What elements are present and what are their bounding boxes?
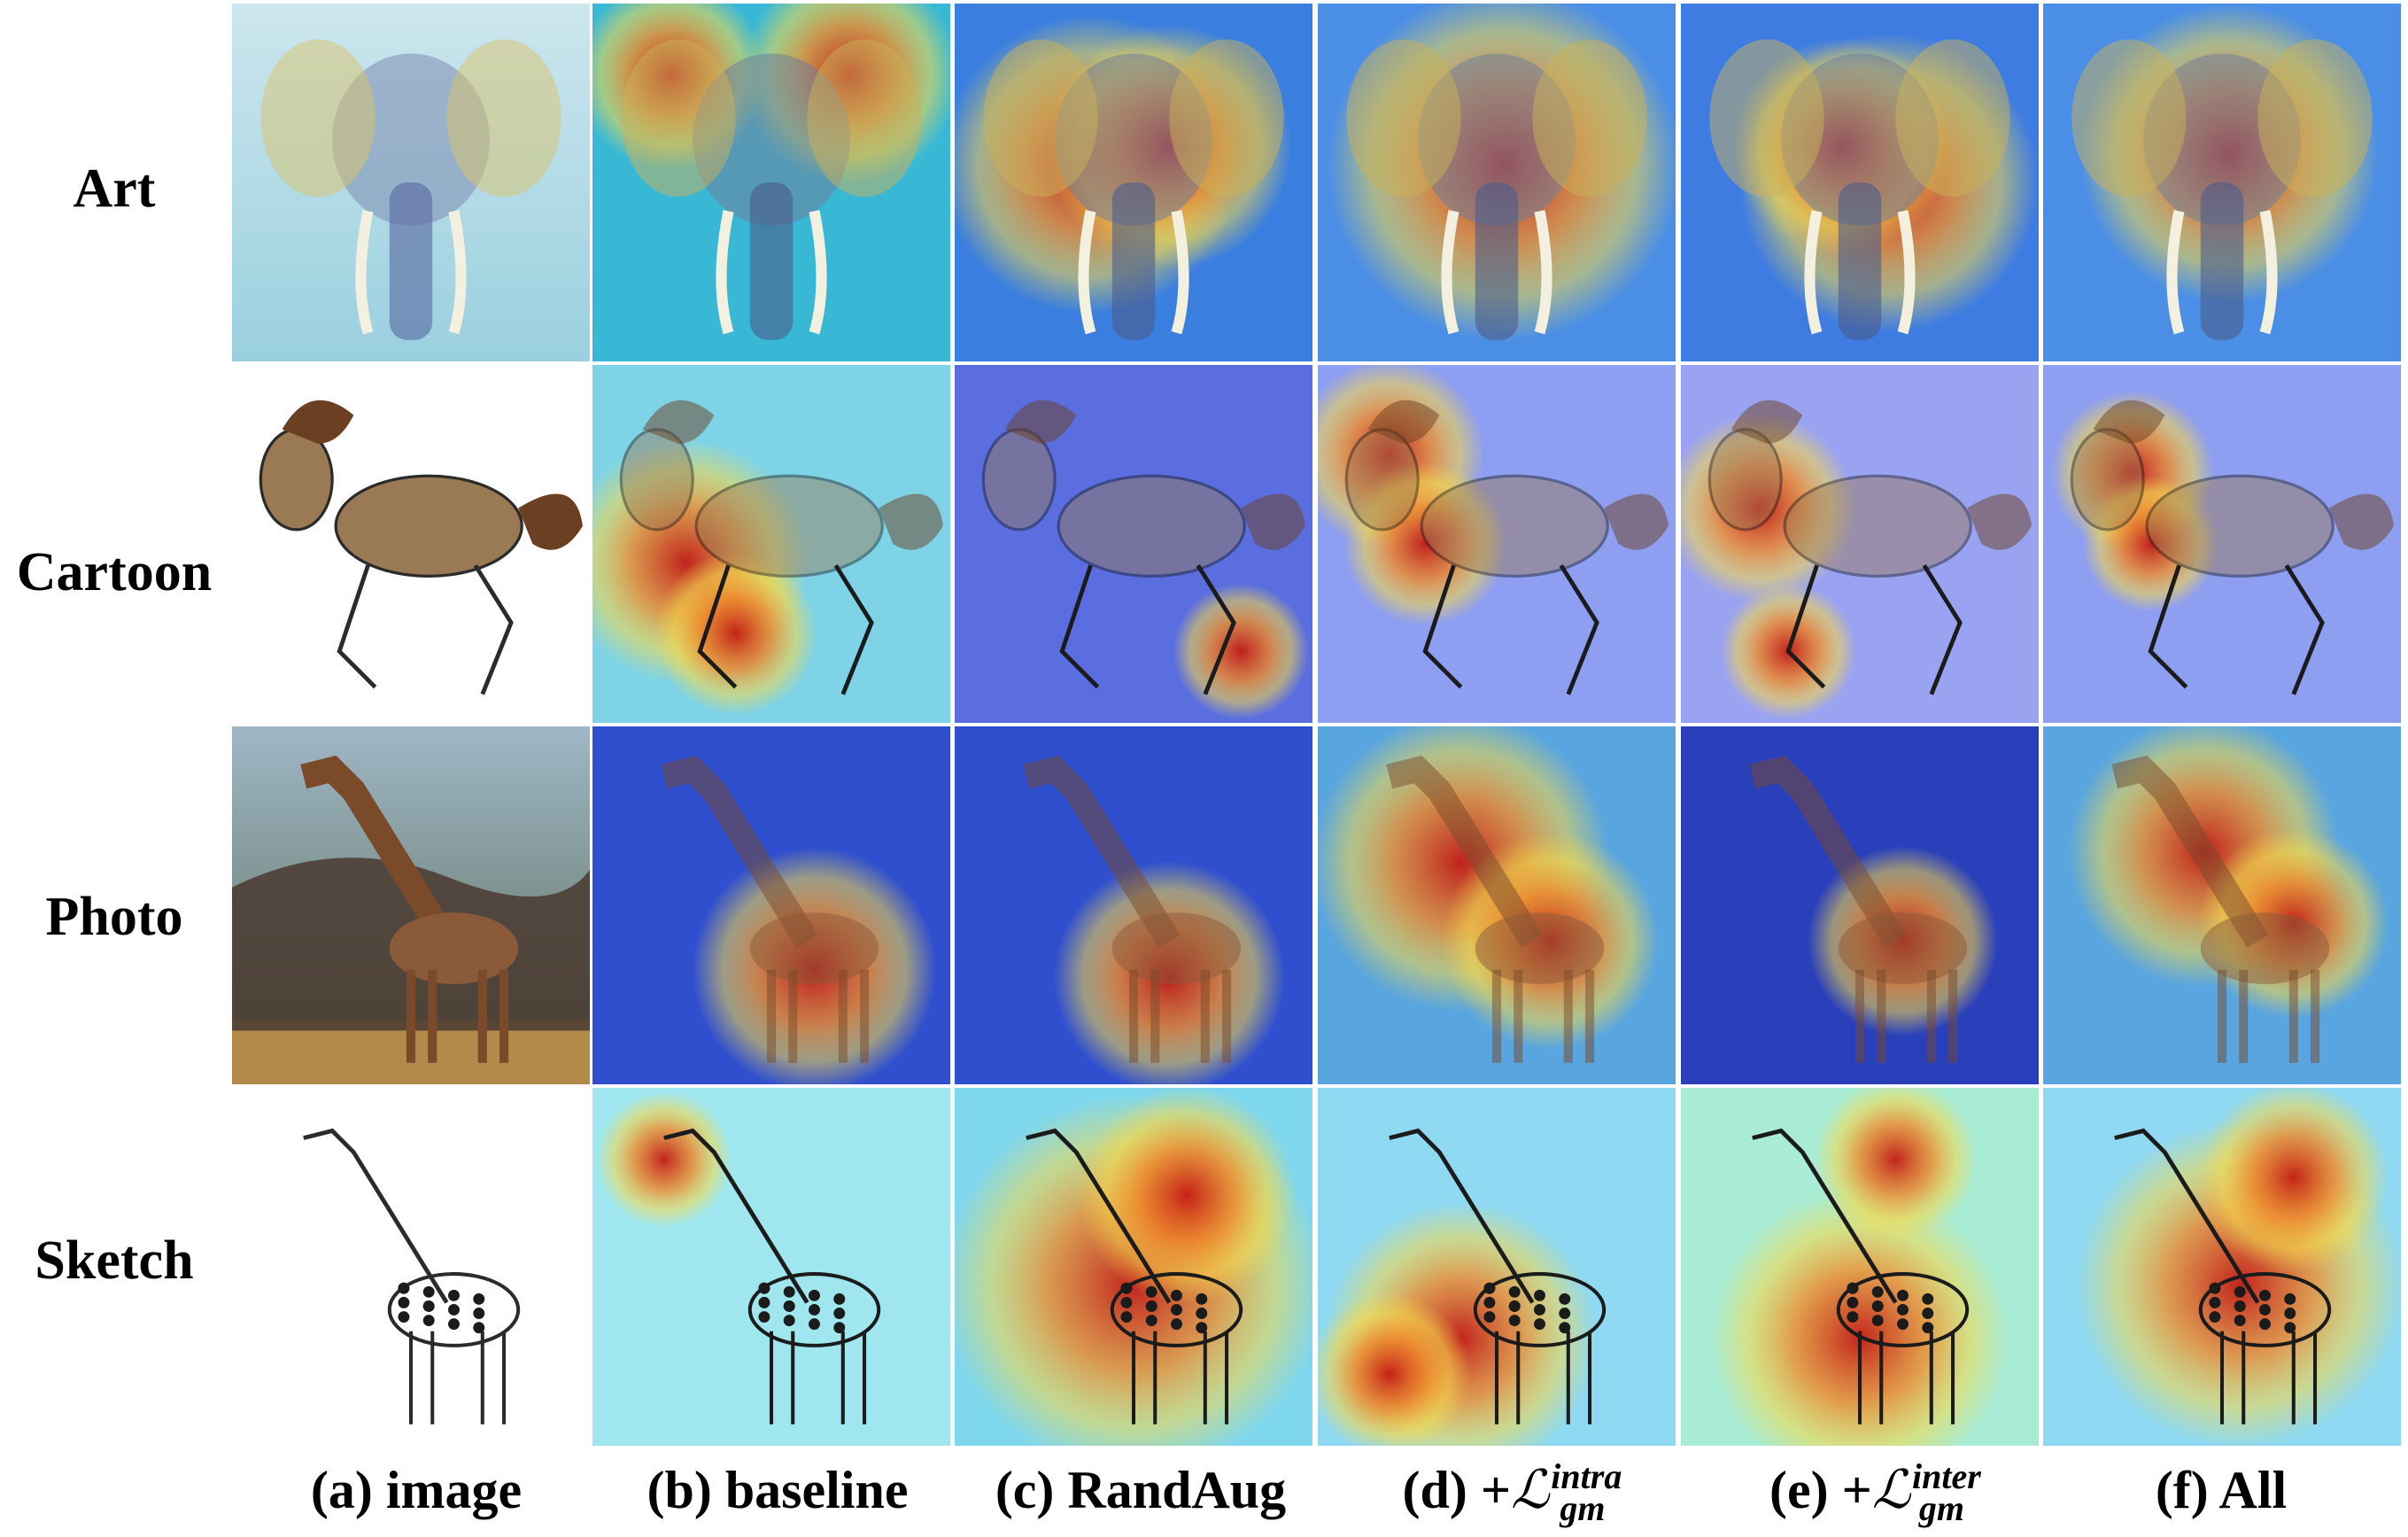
col-label-intra: (d) +ℒintragm: [1402, 1456, 1622, 1528]
tile-photo-image: [232, 726, 590, 1084]
row-label-photo: Photo: [45, 887, 183, 947]
tile-cartoon-baseline: [592, 365, 950, 723]
tile-photo-inter: [1681, 726, 2039, 1084]
tile-cartoon-randaug: [955, 365, 1312, 723]
tile-art-all: [2043, 4, 2401, 361]
col-label-baseline: (b) baseline: [647, 1461, 909, 1519]
tile-art-image: [232, 4, 590, 361]
tile-photo-randaug: [955, 726, 1312, 1084]
tile-art-baseline: [592, 4, 950, 361]
tile-cartoon-intra: [1318, 365, 1676, 723]
tile-art-inter: [1681, 4, 2039, 361]
row-label-art: Art: [73, 159, 156, 219]
col-label-all: (f) All: [2155, 1461, 2288, 1519]
tile-cartoon-image: [232, 365, 590, 723]
tile-photo-all: [2043, 726, 2401, 1084]
tile-cartoon-inter: [1681, 365, 2039, 723]
tile-sketch-intra: [1318, 1088, 1676, 1446]
tile-photo-baseline: [592, 726, 950, 1084]
tile-sketch-randaug: [955, 1088, 1312, 1446]
col-label-inter: (e) +ℒintergm: [1769, 1456, 1981, 1528]
tile-art-intra: [1318, 4, 1676, 361]
col-label-image: (a) image: [310, 1461, 523, 1519]
tile-sketch-baseline: [592, 1088, 950, 1446]
col-label-randaug: (c) RandAug: [995, 1461, 1287, 1519]
tile-sketch-all: [2043, 1088, 2401, 1446]
tile-art-randaug: [955, 4, 1312, 361]
row-label-cartoon: Cartoon: [16, 542, 213, 602]
row-label-sketch: Sketch: [35, 1230, 194, 1291]
tile-sketch-image: [232, 1088, 590, 1446]
tile-photo-intra: [1318, 726, 1676, 1084]
tile-cartoon-all: [2043, 365, 2401, 723]
tile-sketch-inter: [1681, 1088, 2039, 1446]
